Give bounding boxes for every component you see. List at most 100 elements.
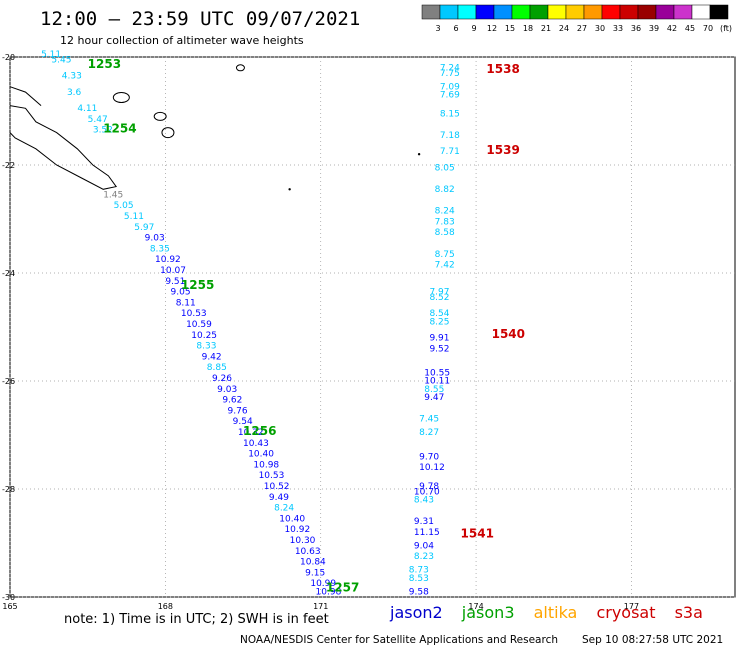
swh-value-east: 8.82: [435, 185, 455, 195]
legend-label: 6: [453, 24, 458, 33]
legend-swatch: [583, 4, 603, 20]
legend-swatch: [547, 4, 567, 20]
legend-label: 30: [595, 24, 605, 33]
legend-label: 21: [541, 24, 551, 33]
page-subtitle: 12 hour collection of altimeter wave hei…: [60, 34, 304, 47]
legend-label: 45: [685, 24, 695, 33]
swh-value-west: 10.99: [310, 579, 336, 589]
coastline-north: [9, 86, 42, 106]
swh-value-west: 10.84: [300, 558, 326, 568]
lat-label: -28: [2, 485, 15, 494]
swh-value-east: 9.31: [414, 517, 434, 527]
swh-value-east: 8.15: [440, 109, 460, 119]
swh-value-west: 10.30: [290, 536, 316, 546]
legend-label: 9: [471, 24, 476, 33]
legend-swatch: [475, 4, 495, 20]
swh-value-west: 10.52: [264, 482, 290, 492]
sat-s3a: s3a: [674, 603, 703, 622]
island: [153, 111, 167, 121]
swh-value-east: 8.25: [429, 317, 449, 327]
legend-swatch: [421, 4, 441, 20]
swh-value-east: 8.27: [419, 428, 439, 438]
track-id: 1256: [243, 424, 276, 438]
track-id: 1539: [486, 143, 519, 157]
credit: NOAA/NESDIS Center for Satellite Applica…: [240, 634, 558, 646]
sat-altika: altika: [533, 603, 578, 622]
track-id: 1540: [492, 327, 525, 341]
legend-swatch: [637, 4, 657, 20]
legend-swatch: [601, 4, 621, 20]
legend-label: 3: [435, 24, 440, 33]
swh-value-east: 11.15: [414, 528, 440, 538]
swh-value-west: 10.92: [284, 525, 310, 535]
swh-value-west: 8.24: [274, 504, 294, 514]
lat-label: -20: [2, 53, 15, 62]
swh-value-west: 5.47: [88, 115, 108, 125]
swh-value-west: 9.49: [269, 493, 289, 503]
legend-label: 18: [523, 24, 533, 33]
swh-value-east: 9.70: [419, 452, 439, 462]
swh-value-west: 10.53: [181, 309, 207, 319]
swh-value-west: 8.35: [150, 244, 170, 254]
swh-value-east: 7.09: [440, 82, 460, 92]
swh-value-west: 9.26: [212, 374, 232, 384]
swh-value-west: 10.53: [259, 471, 285, 481]
legend-swatch: [529, 4, 549, 20]
swh-value-west: 5.97: [134, 223, 154, 233]
legend-swatch: [439, 4, 459, 20]
lon-label: 174: [468, 602, 483, 611]
lon-label: 177: [624, 602, 639, 611]
legend-label: 12: [487, 24, 497, 33]
swh-value-east: 8.05: [435, 163, 455, 173]
swh-value-west: 10.98: [253, 460, 279, 470]
legend-label: 42: [667, 24, 677, 33]
map-frame: [9, 56, 736, 598]
legend-label: 36: [631, 24, 641, 33]
island: [235, 64, 245, 72]
track-id: 1255: [181, 278, 214, 292]
track-id: 1257: [326, 581, 359, 595]
swh-value-east: 9.58: [409, 587, 429, 597]
swh-value-east: 8.73: [409, 566, 429, 576]
lat-label: -24: [2, 269, 15, 278]
swh-value-east: 10.55: [424, 369, 450, 379]
swh-value-west: 10.32: [238, 428, 264, 438]
page-title: 12:00 — 23:59 UTC 09/07/2021: [40, 8, 361, 30]
lon-label: 168: [158, 602, 173, 611]
legend-swatch: [565, 4, 585, 20]
swh-value-east: 7.45: [419, 415, 439, 425]
lat-label: -30: [2, 593, 15, 602]
lon-label: 165: [2, 602, 17, 611]
legend-label: 27: [577, 24, 587, 33]
swh-value-east: 8.58: [435, 228, 455, 238]
swh-value-west: 9.54: [233, 417, 253, 427]
track-id: 1253: [88, 57, 121, 71]
footer-note: note: 1) Time is in UTC; 2) SWH is in fe…: [64, 612, 329, 627]
swh-value-east: 10.11: [424, 377, 450, 387]
timestamp: Sep 10 08:27:58 UTC 2021: [582, 634, 724, 646]
swh-value-east: 7.97: [429, 288, 449, 298]
sat-jason3: jason3: [461, 603, 515, 622]
swh-value-east: 7.18: [440, 131, 460, 141]
swh-value-east: 9.04: [414, 541, 434, 551]
lat-label: -26: [2, 377, 15, 386]
swh-value-east: 8.54: [429, 309, 449, 319]
island: [112, 92, 130, 103]
legend-swatch: [493, 4, 513, 20]
legend-label: 70: [703, 24, 713, 33]
legend-swatch: [673, 4, 693, 20]
swh-value-west: 8.11: [176, 298, 196, 308]
swh-value-west: 10.59: [186, 320, 212, 330]
swh-value-east: 7.69: [440, 91, 460, 101]
swh-value-west: 3.52: [93, 126, 113, 136]
legend-swatch: [691, 4, 711, 20]
swh-value-west: 9.76: [228, 406, 248, 416]
swh-value-east: 10.12: [419, 463, 445, 473]
sat-jason2: jason2: [390, 603, 443, 622]
swh-value-west: 3.6: [67, 88, 82, 98]
swh-value-east: 10.70: [414, 487, 440, 497]
swh-value-west: 10.98: [316, 587, 342, 597]
swh-value-east: 8.23: [414, 552, 434, 562]
swh-value-east: 7.75: [440, 69, 460, 79]
